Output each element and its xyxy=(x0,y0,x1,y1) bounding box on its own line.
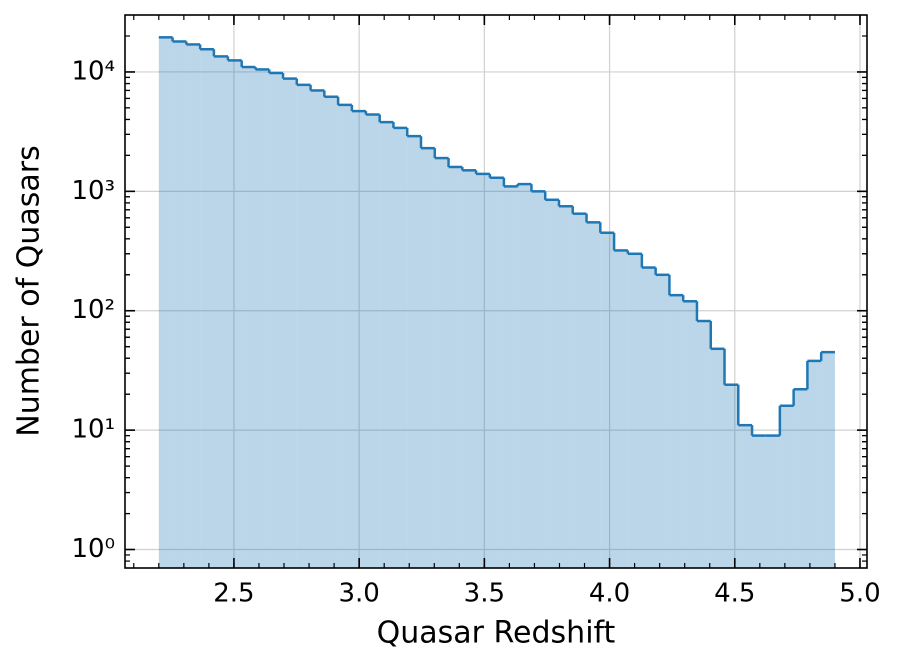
histogram-bar xyxy=(793,389,808,568)
histogram-bar xyxy=(393,127,408,568)
histogram-bar xyxy=(738,425,753,568)
y-tick-label: 10⁴ xyxy=(71,56,115,86)
x-tick-label: 3.5 xyxy=(464,579,505,609)
histogram-bar xyxy=(172,41,187,568)
y-axis-label: Number of Quasars xyxy=(12,145,47,437)
histogram-bar xyxy=(821,352,835,568)
histogram-bar xyxy=(283,78,297,569)
histogram-bar xyxy=(269,73,284,568)
x-tick-label: 4.0 xyxy=(589,579,630,609)
histogram-bar xyxy=(324,96,339,568)
histogram-bar xyxy=(683,301,697,568)
x-axis-label: Quasar Redshift xyxy=(377,616,616,651)
histogram-bar xyxy=(462,170,477,568)
histogram-bar xyxy=(213,56,228,568)
histogram-bar xyxy=(696,321,711,568)
histogram-bar xyxy=(365,114,380,568)
histogram-bar xyxy=(572,213,587,568)
histogram-bar xyxy=(241,67,256,568)
histogram-bar xyxy=(379,122,394,569)
histogram-bar xyxy=(807,360,822,568)
x-tick-label: 2.5 xyxy=(213,579,254,609)
y-tick-label: 10⁰ xyxy=(71,534,115,564)
histogram-bar xyxy=(765,435,780,568)
histogram-bar xyxy=(434,158,449,568)
histogram-bar xyxy=(517,184,532,569)
histogram-bar xyxy=(545,199,559,568)
histogram-bar xyxy=(752,435,766,568)
histogram-bar xyxy=(641,267,656,568)
histogram-bar xyxy=(476,173,490,568)
histogram-bar xyxy=(779,405,794,568)
histogram-bar xyxy=(420,148,435,568)
y-tick-label: 10² xyxy=(71,295,115,325)
histogram-bar xyxy=(503,186,518,568)
histogram-bar xyxy=(227,60,242,569)
histogram-bar xyxy=(338,104,352,569)
histogram-bar xyxy=(558,206,573,568)
histogram-bar xyxy=(200,49,214,569)
histogram-bar xyxy=(158,37,173,569)
x-tick-label: 4.5 xyxy=(714,579,755,609)
histogram-bar xyxy=(296,84,311,569)
x-tick-label: 5.0 xyxy=(839,579,880,609)
histogram-bar xyxy=(627,253,642,568)
histogram-bar xyxy=(600,232,615,568)
histogram-bar xyxy=(531,191,546,568)
histogram-bar xyxy=(614,250,628,568)
histogram-bar xyxy=(186,44,201,569)
histogram-bar xyxy=(669,295,684,568)
histogram-bar xyxy=(255,69,270,569)
x-tick-label: 3.0 xyxy=(338,579,379,609)
histogram-bar xyxy=(586,222,601,568)
histogram-bar xyxy=(310,90,325,568)
plot-frame xyxy=(124,14,868,569)
y-tick-label: 10¹ xyxy=(71,415,115,445)
histogram-bar xyxy=(710,348,725,568)
histogram-bar xyxy=(489,177,504,568)
histogram-bar xyxy=(448,166,463,568)
y-tick-label: 10³ xyxy=(71,176,115,206)
histogram-bar xyxy=(351,111,366,569)
histogram-bar xyxy=(724,384,739,568)
histogram-bar xyxy=(655,274,670,568)
histogram-bar xyxy=(407,136,421,568)
